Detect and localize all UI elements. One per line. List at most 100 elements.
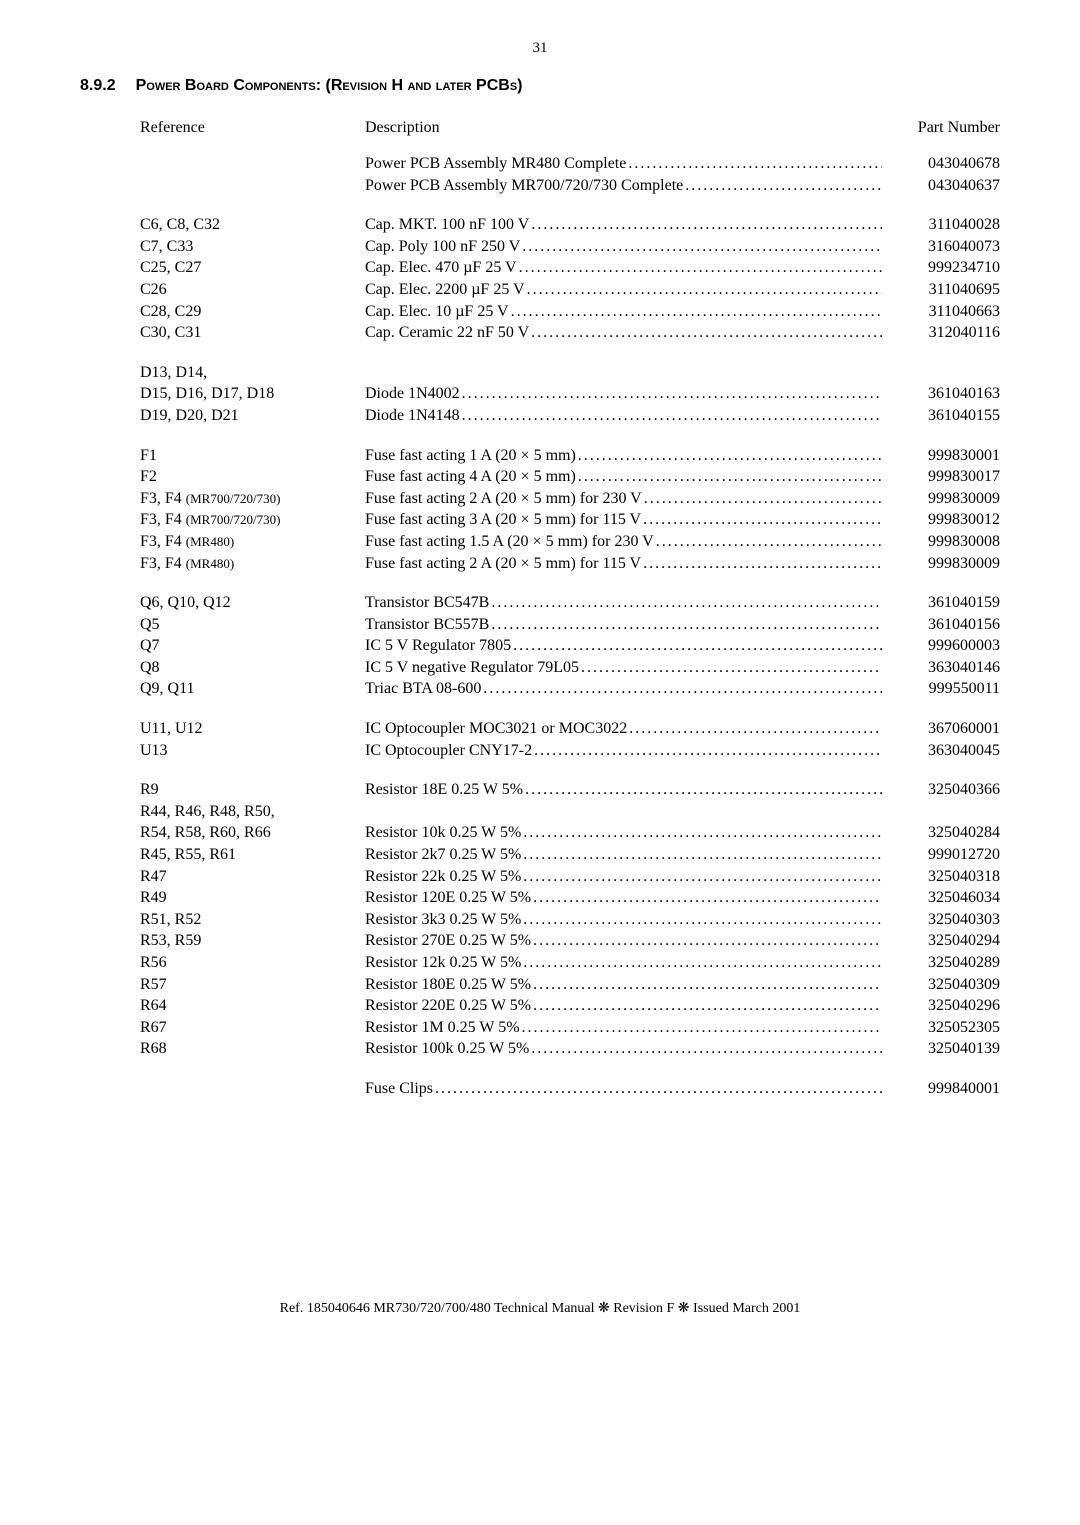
table-row: R47Resistor 22k 0.25 W 5%325040318 <box>140 866 1000 888</box>
description-cell: Resistor 220E 0.25 W 5% <box>365 995 882 1017</box>
description-cell: Resistor 100k 0.25 W 5% <box>365 1038 882 1060</box>
table-row: Fuse Clips999840001 <box>140 1078 1000 1100</box>
footer: Ref. 185040646 MR730/720/700/480 Technic… <box>80 1300 1000 1317</box>
description-cell: Triac BTA 08-600 <box>365 678 882 700</box>
reference-cell: C7, C33 <box>140 236 365 258</box>
part-number-cell: 325052305 <box>882 1017 1000 1039</box>
table-row: F3, F4 (MR700/720/730)Fuse fast acting 2… <box>140 488 1000 510</box>
part-number-cell: 325040139 <box>882 1038 1000 1060</box>
table-row: U11, U12IC Optocoupler MOC3021 or MOC302… <box>140 718 1000 740</box>
description-cell: Resistor 12k 0.25 W 5% <box>365 952 882 974</box>
description-cell: Fuse fast acting 1 A (20 × 5 mm) <box>365 445 882 467</box>
table-row: C28, C29Cap. Elec. 10 µF 25 V311040663 <box>140 301 1000 323</box>
description-cell: Resistor 10k 0.25 W 5% <box>365 822 882 844</box>
description-cell: Cap. MKT. 100 nF 100 V <box>365 214 882 236</box>
table-row: R57Resistor 180E 0.25 W 5%325040309 <box>140 974 1000 996</box>
reference-cell: R49 <box>140 887 365 909</box>
reference-cell: Q5 <box>140 614 365 636</box>
description-cell: Fuse fast acting 2 A (20 × 5 mm) for 115… <box>365 553 882 575</box>
description-cell: IC Optocoupler MOC3021 or MOC3022 <box>365 718 882 740</box>
description-cell: IC Optocoupler CNY17-2 <box>365 740 882 762</box>
part-number-cell: 312040116 <box>882 322 1000 344</box>
table-row: R54, R58, R60, R66Resistor 10k 0.25 W 5%… <box>140 822 1000 844</box>
description-cell: Power PCB Assembly MR700/720/730 Complet… <box>365 175 882 197</box>
part-number-cell: 043040637 <box>882 175 1000 197</box>
header-description: Description <box>365 119 890 137</box>
reference-cell: F3, F4 (MR700/720/730) <box>140 488 365 510</box>
reference-cell: R9 <box>140 779 365 801</box>
description-cell: Cap. Poly 100 nF 250 V <box>365 236 882 258</box>
reference-cell: F1 <box>140 445 365 467</box>
reference-cell: D13, D14, <box>140 362 365 384</box>
description-cell: Cap. Elec. 470 µF 25 V <box>365 257 882 279</box>
description-cell: Cap. Ceramic 22 nF 50 V <box>365 322 882 344</box>
part-number-cell: 311040663 <box>882 301 1000 323</box>
page-number: 31 <box>80 40 1000 57</box>
table-row: Q5Transistor BC557B361040156 <box>140 614 1000 636</box>
reference-cell: R54, R58, R60, R66 <box>140 822 365 844</box>
table-row: R45, R55, R61Resistor 2k7 0.25 W 5%99901… <box>140 844 1000 866</box>
table-row: C6, C8, C32Cap. MKT. 100 nF 100 V3110400… <box>140 214 1000 236</box>
part-number-cell: 999830008 <box>882 531 1000 553</box>
reference-cell: R47 <box>140 866 365 888</box>
part-number-cell: 361040163 <box>882 383 1000 405</box>
table-row: R9Resistor 18E 0.25 W 5%325040366 <box>140 779 1000 801</box>
reference-cell: Q9, Q11 <box>140 678 365 700</box>
description-cell: Resistor 22k 0.25 W 5% <box>365 866 882 888</box>
reference-cell: F3, F4 (MR480) <box>140 531 365 553</box>
table-row: C26Cap. Elec. 2200 µF 25 V311040695 <box>140 279 1000 301</box>
part-number-cell: 325040294 <box>882 930 1000 952</box>
reference-cell: U11, U12 <box>140 718 365 740</box>
description-cell: Resistor 180E 0.25 W 5% <box>365 974 882 996</box>
table-row: F3, F4 (MR480)Fuse fast acting 2 A (20 ×… <box>140 553 1000 575</box>
table-row: F1Fuse fast acting 1 A (20 × 5 mm)999830… <box>140 445 1000 467</box>
reference-cell: Q7 <box>140 635 365 657</box>
reference-cell: C25, C27 <box>140 257 365 279</box>
reference-cell: R44, R46, R48, R50, <box>140 801 365 823</box>
reference-cell: C6, C8, C32 <box>140 214 365 236</box>
table-row: R56Resistor 12k 0.25 W 5%325040289 <box>140 952 1000 974</box>
section-title: Power Board Components: (Revision H and … <box>136 77 523 95</box>
column-headers: Reference Description Part Number <box>140 119 1000 137</box>
section-heading: 8.9.2 Power Board Components: (Revision … <box>80 77 1000 95</box>
part-number-cell: 999234710 <box>882 257 1000 279</box>
part-number-cell: 325046034 <box>882 887 1000 909</box>
part-number-cell: 367060001 <box>882 718 1000 740</box>
table-row: D13, D14, <box>140 362 1000 384</box>
part-number-cell: 043040678 <box>882 153 1000 175</box>
part-number-cell: 311040028 <box>882 214 1000 236</box>
table-row: U13IC Optocoupler CNY17-2363040045 <box>140 740 1000 762</box>
reference-cell: F3, F4 (MR700/720/730) <box>140 509 365 531</box>
part-number-cell: 325040309 <box>882 974 1000 996</box>
part-number-cell: 325040284 <box>882 822 1000 844</box>
table-row: R51, R52Resistor 3k3 0.25 W 5%325040303 <box>140 909 1000 931</box>
table-row: R68Resistor 100k 0.25 W 5%325040139 <box>140 1038 1000 1060</box>
table-row: R67Resistor 1M 0.25 W 5%325052305 <box>140 1017 1000 1039</box>
reference-cell: U13 <box>140 740 365 762</box>
description-cell: Resistor 270E 0.25 W 5% <box>365 930 882 952</box>
reference-cell: D15, D16, D17, D18 <box>140 383 365 405</box>
description-cell: Resistor 18E 0.25 W 5% <box>365 779 882 801</box>
reference-cell: R56 <box>140 952 365 974</box>
header-reference: Reference <box>140 119 365 137</box>
description-cell: IC 5 V negative Regulator 79L05 <box>365 657 882 679</box>
table-row: R64Resistor 220E 0.25 W 5%325040296 <box>140 995 1000 1017</box>
description-cell: IC 5 V Regulator 7805 <box>365 635 882 657</box>
part-number-cell: 311040695 <box>882 279 1000 301</box>
reference-cell: R67 <box>140 1017 365 1039</box>
description-cell: Resistor 3k3 0.25 W 5% <box>365 909 882 931</box>
part-number-cell: 325040303 <box>882 909 1000 931</box>
description-cell: Power PCB Assembly MR480 Complete <box>365 153 882 175</box>
reference-cell: R57 <box>140 974 365 996</box>
part-number-cell: 999840001 <box>882 1078 1000 1100</box>
description-cell: Fuse fast acting 2 A (20 × 5 mm) for 230… <box>365 488 882 510</box>
description-cell: Fuse fast acting 3 A (20 × 5 mm) for 115… <box>365 509 882 531</box>
table-row: Power PCB Assembly MR480 Complete0430406… <box>140 153 1000 175</box>
part-number-cell: 325040318 <box>882 866 1000 888</box>
part-number-cell: 325040289 <box>882 952 1000 974</box>
description-cell: Cap. Elec. 2200 µF 25 V <box>365 279 882 301</box>
table-row: Q6, Q10, Q12Transistor BC547B361040159 <box>140 592 1000 614</box>
part-number-cell: 325040366 <box>882 779 1000 801</box>
part-number-cell: 316040073 <box>882 236 1000 258</box>
table-row: F3, F4 (MR480)Fuse fast acting 1.5 A (20… <box>140 531 1000 553</box>
